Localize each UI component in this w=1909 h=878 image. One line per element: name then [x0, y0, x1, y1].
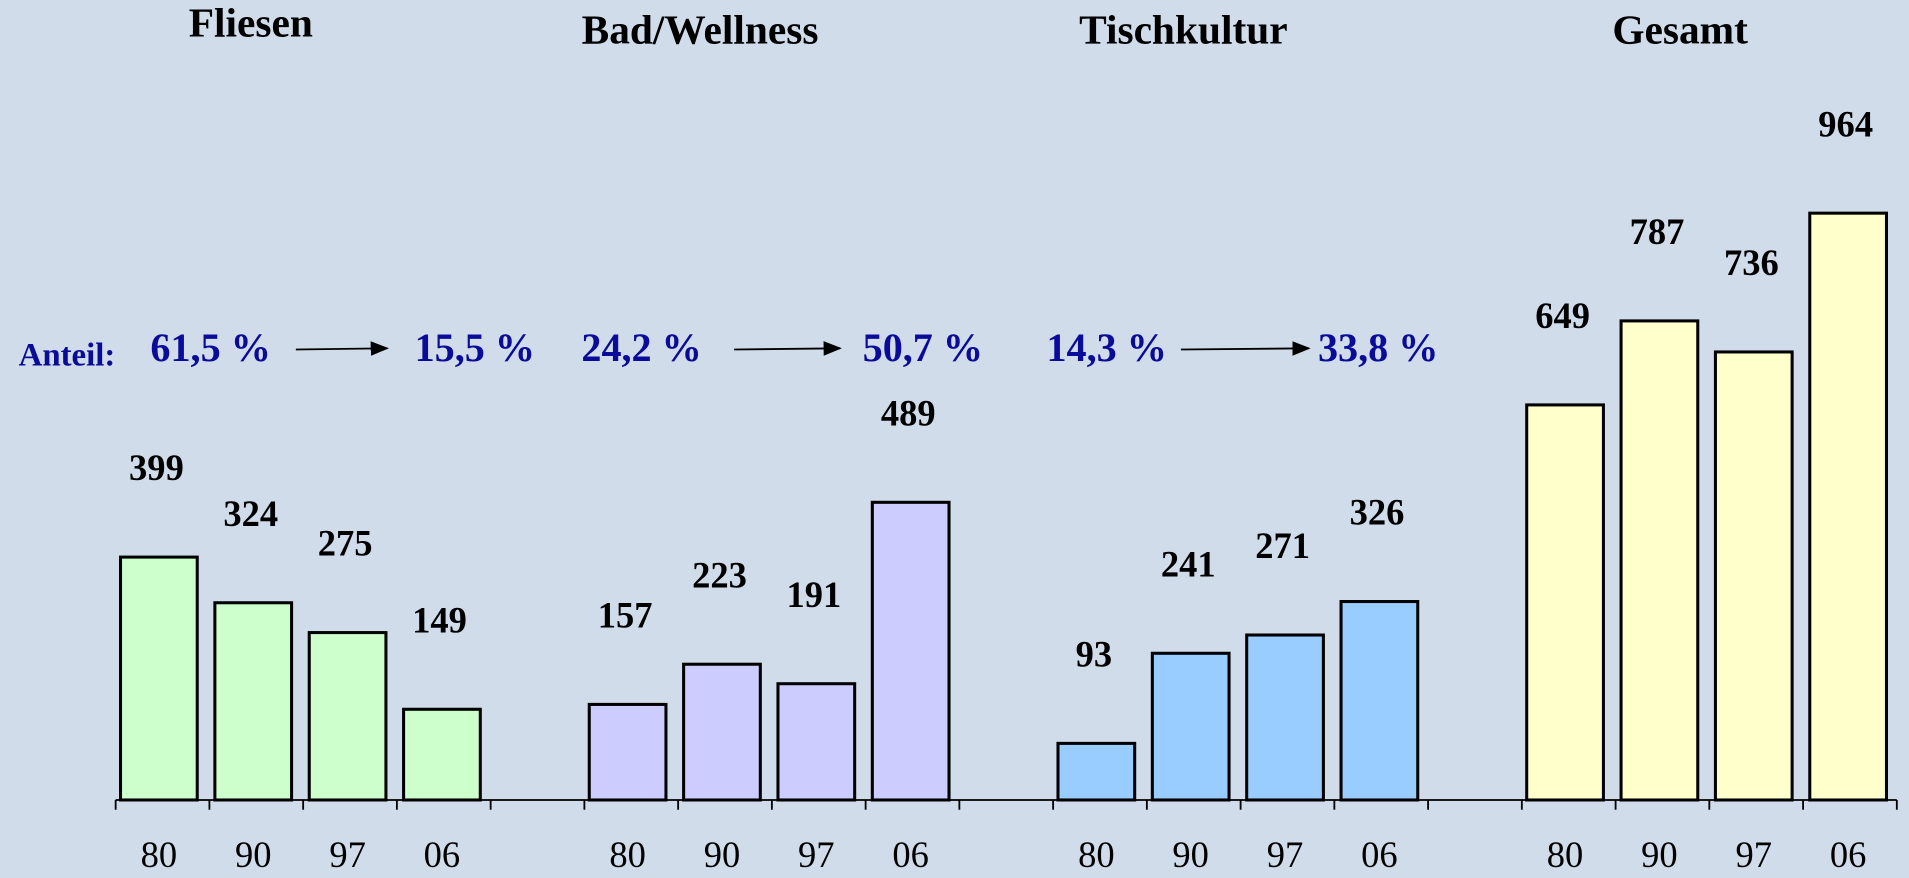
bar — [587, 702, 668, 802]
bar — [1713, 350, 1794, 802]
x-tick-label: 97 — [1267, 834, 1304, 875]
share-label: 33,8 % — [1318, 325, 1438, 370]
value-label: 399 — [129, 447, 184, 488]
bar — [1339, 600, 1420, 802]
bar — [1245, 633, 1325, 802]
bar — [213, 601, 294, 802]
value-label: 787 — [1630, 211, 1685, 252]
value-label: 157 — [598, 595, 653, 636]
value-label: 271 — [1255, 525, 1310, 566]
bar — [682, 662, 762, 802]
group-title: Gesamt — [1612, 7, 1748, 53]
share-label: 61,5 % — [150, 325, 270, 370]
value-label: 736 — [1724, 242, 1779, 283]
value-label: 191 — [786, 574, 841, 615]
value-label: 489 — [881, 392, 936, 433]
value-label: 324 — [223, 493, 278, 534]
group-title: Tischkultur — [1079, 7, 1288, 53]
value-label: 149 — [412, 599, 467, 640]
share-label: 50,7 % — [863, 325, 983, 370]
x-tick-label: 90 — [704, 834, 741, 875]
bar — [1619, 319, 1700, 802]
value-label: 326 — [1350, 492, 1405, 533]
x-tick-label: 06 — [424, 834, 461, 875]
share-label: 24,2 % — [581, 325, 701, 370]
value-label: 223 — [692, 554, 747, 595]
value-label: 649 — [1535, 295, 1590, 336]
value-label: 241 — [1161, 543, 1216, 584]
share-arrow — [1180, 341, 1311, 356]
value-label: 93 — [1076, 634, 1113, 675]
x-tick-label: 90 — [1641, 834, 1678, 875]
bar — [1056, 741, 1137, 802]
share-arrow — [295, 341, 389, 356]
x-tick-label: 80 — [141, 834, 178, 875]
bar — [1150, 651, 1231, 802]
bar — [307, 631, 388, 802]
value-label: 275 — [318, 523, 373, 564]
x-tick-label: 97 — [329, 834, 366, 875]
x-tick-label: 06 — [1361, 834, 1398, 875]
share-label: 15,5 % — [415, 325, 535, 370]
annotation-label: Anteil: — [19, 338, 116, 374]
x-tick-label: 97 — [1736, 834, 1773, 875]
group-title: Bad/Wellness — [582, 7, 819, 53]
x-tick-label: 90 — [1172, 834, 1209, 875]
x-tick-label: 97 — [798, 834, 835, 875]
bar — [1808, 211, 1888, 802]
x-tick-label: 90 — [235, 834, 272, 875]
bar — [402, 707, 482, 802]
share-arrow — [734, 341, 842, 356]
share-label: 14,3 % — [1046, 325, 1166, 370]
group-title: Fliesen — [189, 0, 313, 45]
x-tick-label: 80 — [609, 834, 646, 875]
x-tick-label: 80 — [1078, 834, 1115, 875]
x-tick-label: 06 — [892, 834, 929, 875]
bar — [870, 500, 951, 802]
bar — [119, 555, 199, 802]
bar — [776, 682, 857, 802]
x-tick-label: 06 — [1830, 834, 1867, 875]
bar — [1525, 403, 1605, 802]
x-tick-label: 80 — [1547, 834, 1584, 875]
value-label: 964 — [1818, 103, 1873, 144]
